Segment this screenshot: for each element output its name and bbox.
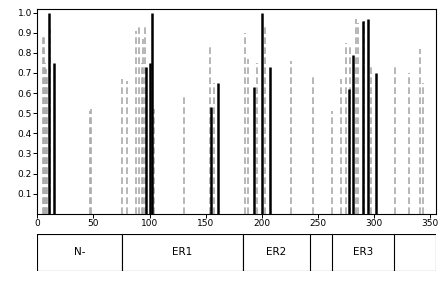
- Bar: [332, 234, 394, 271]
- Text: ER3: ER3: [353, 247, 374, 257]
- Text: ER1: ER1: [172, 247, 192, 257]
- Text: ER2: ER2: [266, 247, 286, 257]
- Bar: [37, 234, 121, 271]
- Text: N-: N-: [74, 247, 85, 257]
- Bar: [243, 234, 310, 271]
- Bar: [121, 234, 243, 271]
